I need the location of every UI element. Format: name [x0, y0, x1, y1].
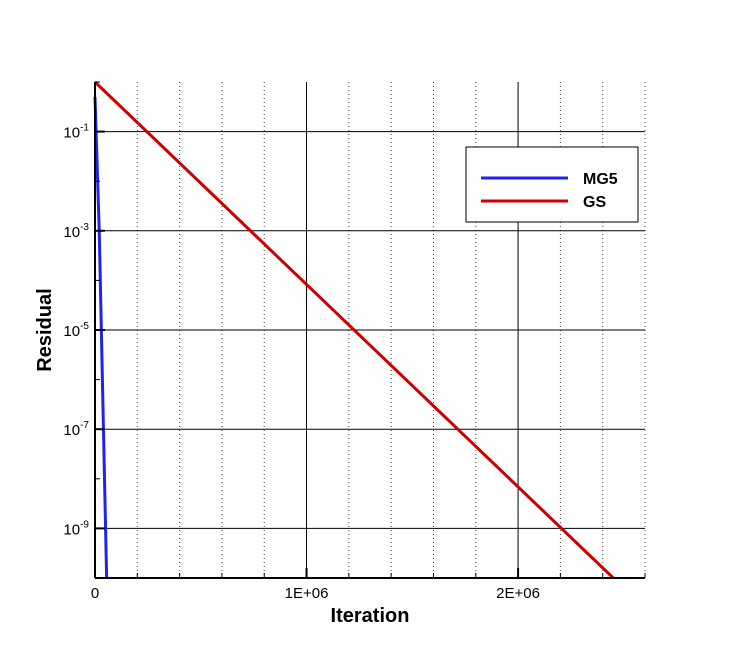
y-tick-label: 10-1 — [63, 123, 89, 142]
y-tick-label-exponent: -9 — [80, 519, 89, 530]
y-tick-label-base: 10 — [63, 125, 80, 142]
y-tick-label-base: 10 — [63, 224, 80, 241]
y-tick-label: 10-7 — [63, 420, 89, 439]
y-tick-label-exponent: -3 — [80, 222, 89, 233]
y-tick-label-base: 10 — [63, 521, 80, 538]
y-tick-label-base: 10 — [63, 323, 80, 340]
y-tick-label: 10-3 — [63, 222, 89, 241]
x-tick-label: 0 — [91, 585, 99, 602]
y-tick-label-exponent: -1 — [80, 123, 89, 134]
series-line-mg5 — [93, 96, 109, 579]
y-tick-label-base: 10 — [63, 422, 80, 439]
y-tick-label-exponent: -7 — [80, 420, 89, 431]
legend-box — [465, 146, 639, 223]
x-tick-label: 1E+06 — [285, 585, 329, 602]
y-axis-title: Residual — [34, 288, 56, 371]
x-tick-label: 2E+06 — [496, 585, 540, 602]
y-tick-label: 10-5 — [63, 321, 89, 340]
legend-label-mg5: MG5 — [583, 171, 618, 188]
axes — [94, 81, 646, 579]
y-tick-label-exponent: -5 — [80, 321, 89, 332]
plot-series — [93, 80, 615, 580]
legend-label-gs: GS — [583, 194, 606, 211]
legend: MG5 GS — [465, 146, 639, 223]
series-line-gs — [93, 80, 615, 580]
grid — [95, 82, 646, 578]
x-axis-title: Iteration — [331, 605, 410, 627]
y-tick-label: 10-9 — [63, 519, 89, 538]
